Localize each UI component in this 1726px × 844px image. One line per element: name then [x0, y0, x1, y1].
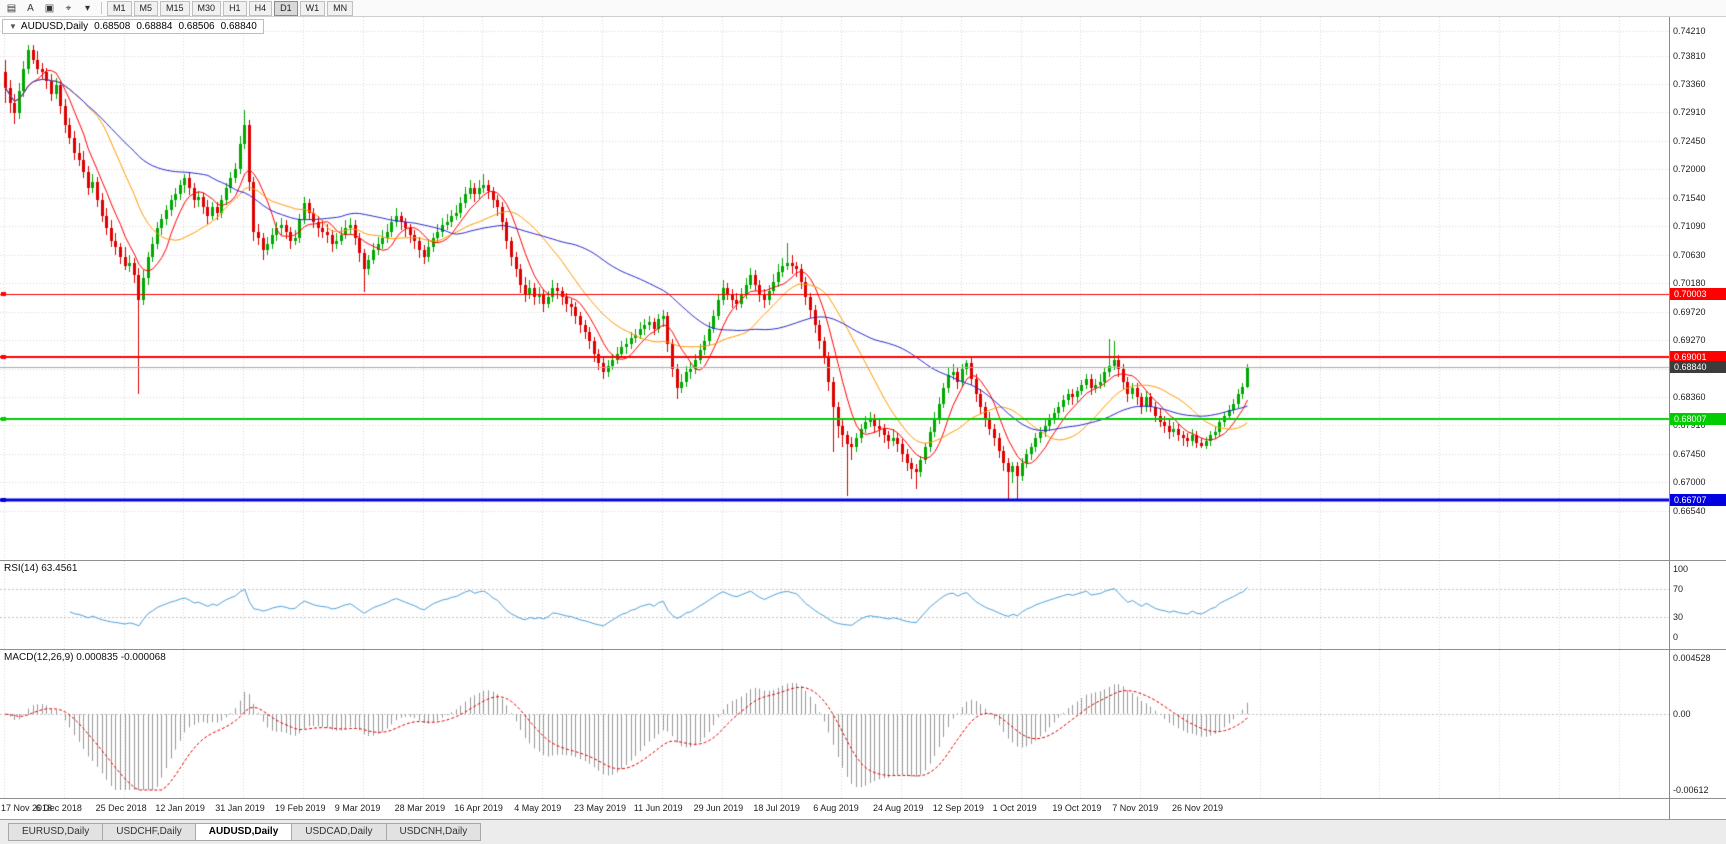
price-axis-label: 0.73810	[1673, 50, 1706, 61]
toolbar-separator	[101, 2, 102, 14]
price-axis-label: 0.69270	[1673, 334, 1706, 345]
price-axis-label: 0.69720	[1673, 306, 1706, 317]
rsi-label: RSI(14) 63.4561	[4, 563, 78, 574]
date-axis-label: 28 Mar 2019	[394, 803, 446, 813]
rsi-axis-label: 100	[1673, 564, 1689, 574]
date-axis-label: 16 Apr 2019	[454, 803, 503, 813]
price-axis-label: 0.72910	[1673, 107, 1706, 118]
time-axis-labels: 17 Nov 2018 6 Dec 2018 25 Dec 2018 12 Jan 2…	[0, 799, 1669, 819]
date-axis-label: 9 Mar 2019	[334, 803, 381, 813]
macd-panel: MACD(12,26,9) 0.000835 -0.000068 0.00452…	[0, 649, 1726, 798]
rsi-scale[interactable]: 100 70 30 0	[1669, 561, 1726, 649]
price-axis-label: 0.72450	[1673, 135, 1706, 146]
price-axis-label: 0.67910	[1673, 419, 1706, 430]
main-plot: ▼ AUDUSD,Daily 0.68508 0.68884 0.68506 0…	[0, 17, 1669, 560]
price-axis-label: 0.70180	[1673, 277, 1706, 288]
level-price-tag: 0.66707	[1670, 494, 1726, 507]
time-axis-corner	[1669, 799, 1726, 819]
rsi-canvas[interactable]	[0, 561, 1669, 649]
timeframe-button-m15[interactable]: M15	[160, 0, 190, 16]
date-axis-label: 12 Jan 2019	[155, 803, 205, 813]
rsi-plot: RSI(14) 63.4561	[0, 561, 1669, 649]
crosshair-icon[interactable]: ⌖	[65, 2, 72, 14]
price-axis-label: 0.66540	[1673, 505, 1706, 516]
date-axis-label: 19 Oct 2019	[1052, 803, 1102, 813]
date-axis-label: 7 Nov 2019	[1112, 803, 1159, 813]
level-price-tag: 0.69001	[1670, 350, 1726, 363]
ohlc-high: 0.68884	[136, 21, 173, 32]
main-chart-canvas[interactable]	[0, 17, 1669, 560]
macd-plot: MACD(12,26,9) 0.000835 -0.000068	[0, 650, 1669, 798]
indicators-list-icon[interactable]: ▤	[6, 2, 17, 14]
level-price-tag: 0.70003	[1670, 287, 1726, 300]
timeframe-button-m5[interactable]: M5	[133, 0, 159, 16]
rsi-axis-label: 30	[1673, 611, 1684, 622]
price-axis-label: 0.68360	[1673, 391, 1706, 402]
macd-axis-label: 0.00	[1673, 709, 1691, 720]
date-axis-label: 18 Jul 2019	[753, 803, 800, 813]
price-axis-label: 0.67000	[1673, 476, 1706, 487]
toolbar: ▤ A ▣ ⌖ ▾ M1 M5 M15 M30 H1 H4 D1 W1 MN	[0, 0, 1726, 17]
chart-tab-eurusd[interactable]: EURUSD,Daily	[8, 823, 104, 841]
price-axis-label: 0.71540	[1673, 192, 1706, 203]
date-axis-label: 29 Jun 2019	[693, 803, 744, 813]
macd-scale[interactable]: 0.004528 0.00 -0.00612	[1669, 650, 1726, 798]
date-axis-label: 26 Nov 2019	[1172, 803, 1224, 813]
timeframe-button-h1[interactable]: H1	[223, 0, 247, 16]
chart-tab-usdchf[interactable]: USDCHF,Daily	[102, 823, 196, 841]
chart-symbol-period: AUDUSD,Daily	[20, 21, 89, 32]
chart-tab-usdcad[interactable]: USDCAD,Daily	[291, 823, 387, 841]
macd-label: MACD(12,26,9) 0.000835 -0.000068	[4, 652, 166, 663]
price-axis-label: 0.72000	[1673, 164, 1706, 174]
ohlc-open: 0.68508	[94, 21, 131, 32]
main-chart-panel: ▼ AUDUSD,Daily 0.68508 0.68884 0.68506 0…	[0, 17, 1726, 560]
date-axis-label: 6 Aug 2019	[813, 803, 859, 813]
date-axis-label: 4 May 2019	[514, 803, 562, 813]
timeframe-button-mn[interactable]: MN	[327, 0, 354, 16]
bid-price-tag: 0.68840	[1670, 360, 1726, 373]
one-click-trading-toggle[interactable]: ▼	[9, 22, 17, 31]
date-axis-label: 11 Jun 2019	[633, 803, 683, 813]
price-axis-label: 0.67450	[1673, 448, 1706, 459]
timeframe-button-m30[interactable]: M30	[191, 0, 222, 16]
arrow-dropdown-icon[interactable]: ▾	[84, 2, 91, 14]
toolbar-icons: ▤ A ▣ ⌖ ▾	[3, 1, 96, 15]
date-axis-label: 12 Sep 2019	[932, 803, 984, 813]
macd-canvas[interactable]	[0, 650, 1669, 798]
timeframe-button-d1[interactable]: D1	[274, 0, 298, 16]
chart-tabs-bar: EURUSD,Daily USDCHF,Daily AUDUSD,Daily USDC…	[0, 819, 1726, 844]
toolbar-timeframes: M1 M5 M15 M30 H1 H4 D1 W1 MN	[107, 0, 354, 16]
level-price-tag: 0.68007	[1670, 412, 1726, 425]
price-axis-label: 0.71090	[1673, 220, 1706, 231]
date-axis-label: 23 May 2019	[574, 803, 627, 813]
chart-tab-usdcnh[interactable]: USDCNH,Daily	[385, 823, 482, 841]
rsi-axis-label: 70	[1673, 584, 1684, 595]
time-axis[interactable]: 17 Nov 2018 6 Dec 2018 25 Dec 2018 12 Jan 2…	[0, 798, 1726, 819]
date-axis-label: 6 Dec 2018	[35, 803, 82, 813]
timeframe-button-w1[interactable]: W1	[299, 0, 326, 16]
timeframe-button-h4[interactable]: H4	[248, 0, 273, 16]
price-axis-label: 0.70630	[1673, 249, 1706, 260]
date-axis-label: 17 Nov 2018	[1, 803, 53, 813]
macd-axis-label: -0.00612	[1673, 785, 1709, 795]
main-price-scale[interactable]: 0.74210 0.73810 0.73360 0.72910 0.72450 0.720…	[1669, 17, 1726, 560]
price-axis-label: 0.74210	[1673, 25, 1706, 36]
date-axis-label: 1 Oct 2019	[992, 803, 1037, 813]
objects-icon[interactable]: ▣	[44, 2, 55, 14]
timeframe-button-m1[interactable]: M1	[107, 0, 132, 16]
date-axis-label: 25 Dec 2018	[95, 803, 147, 813]
date-axis-label: 31 Jan 2019	[215, 803, 265, 813]
text-label-icon[interactable]: A	[27, 2, 34, 14]
chart-tab-audusd[interactable]: AUDUSD,Daily	[194, 823, 293, 841]
price-axis-label: 0.73360	[1673, 78, 1706, 89]
macd-axis-label: 0.004528	[1673, 653, 1711, 663]
rsi-panel: RSI(14) 63.4561 100 70 30 0	[0, 560, 1726, 649]
date-axis-label: 24 Aug 2019	[873, 803, 924, 813]
ohlc-close: 0.68840	[220, 21, 257, 32]
chart-title: ▼ AUDUSD,Daily 0.68508 0.68884 0.68506 0…	[2, 19, 264, 34]
rsi-axis-label: 0	[1673, 632, 1679, 642]
ohlc-low: 0.68506	[178, 21, 215, 32]
date-axis-label: 19 Feb 2019	[275, 803, 326, 813]
